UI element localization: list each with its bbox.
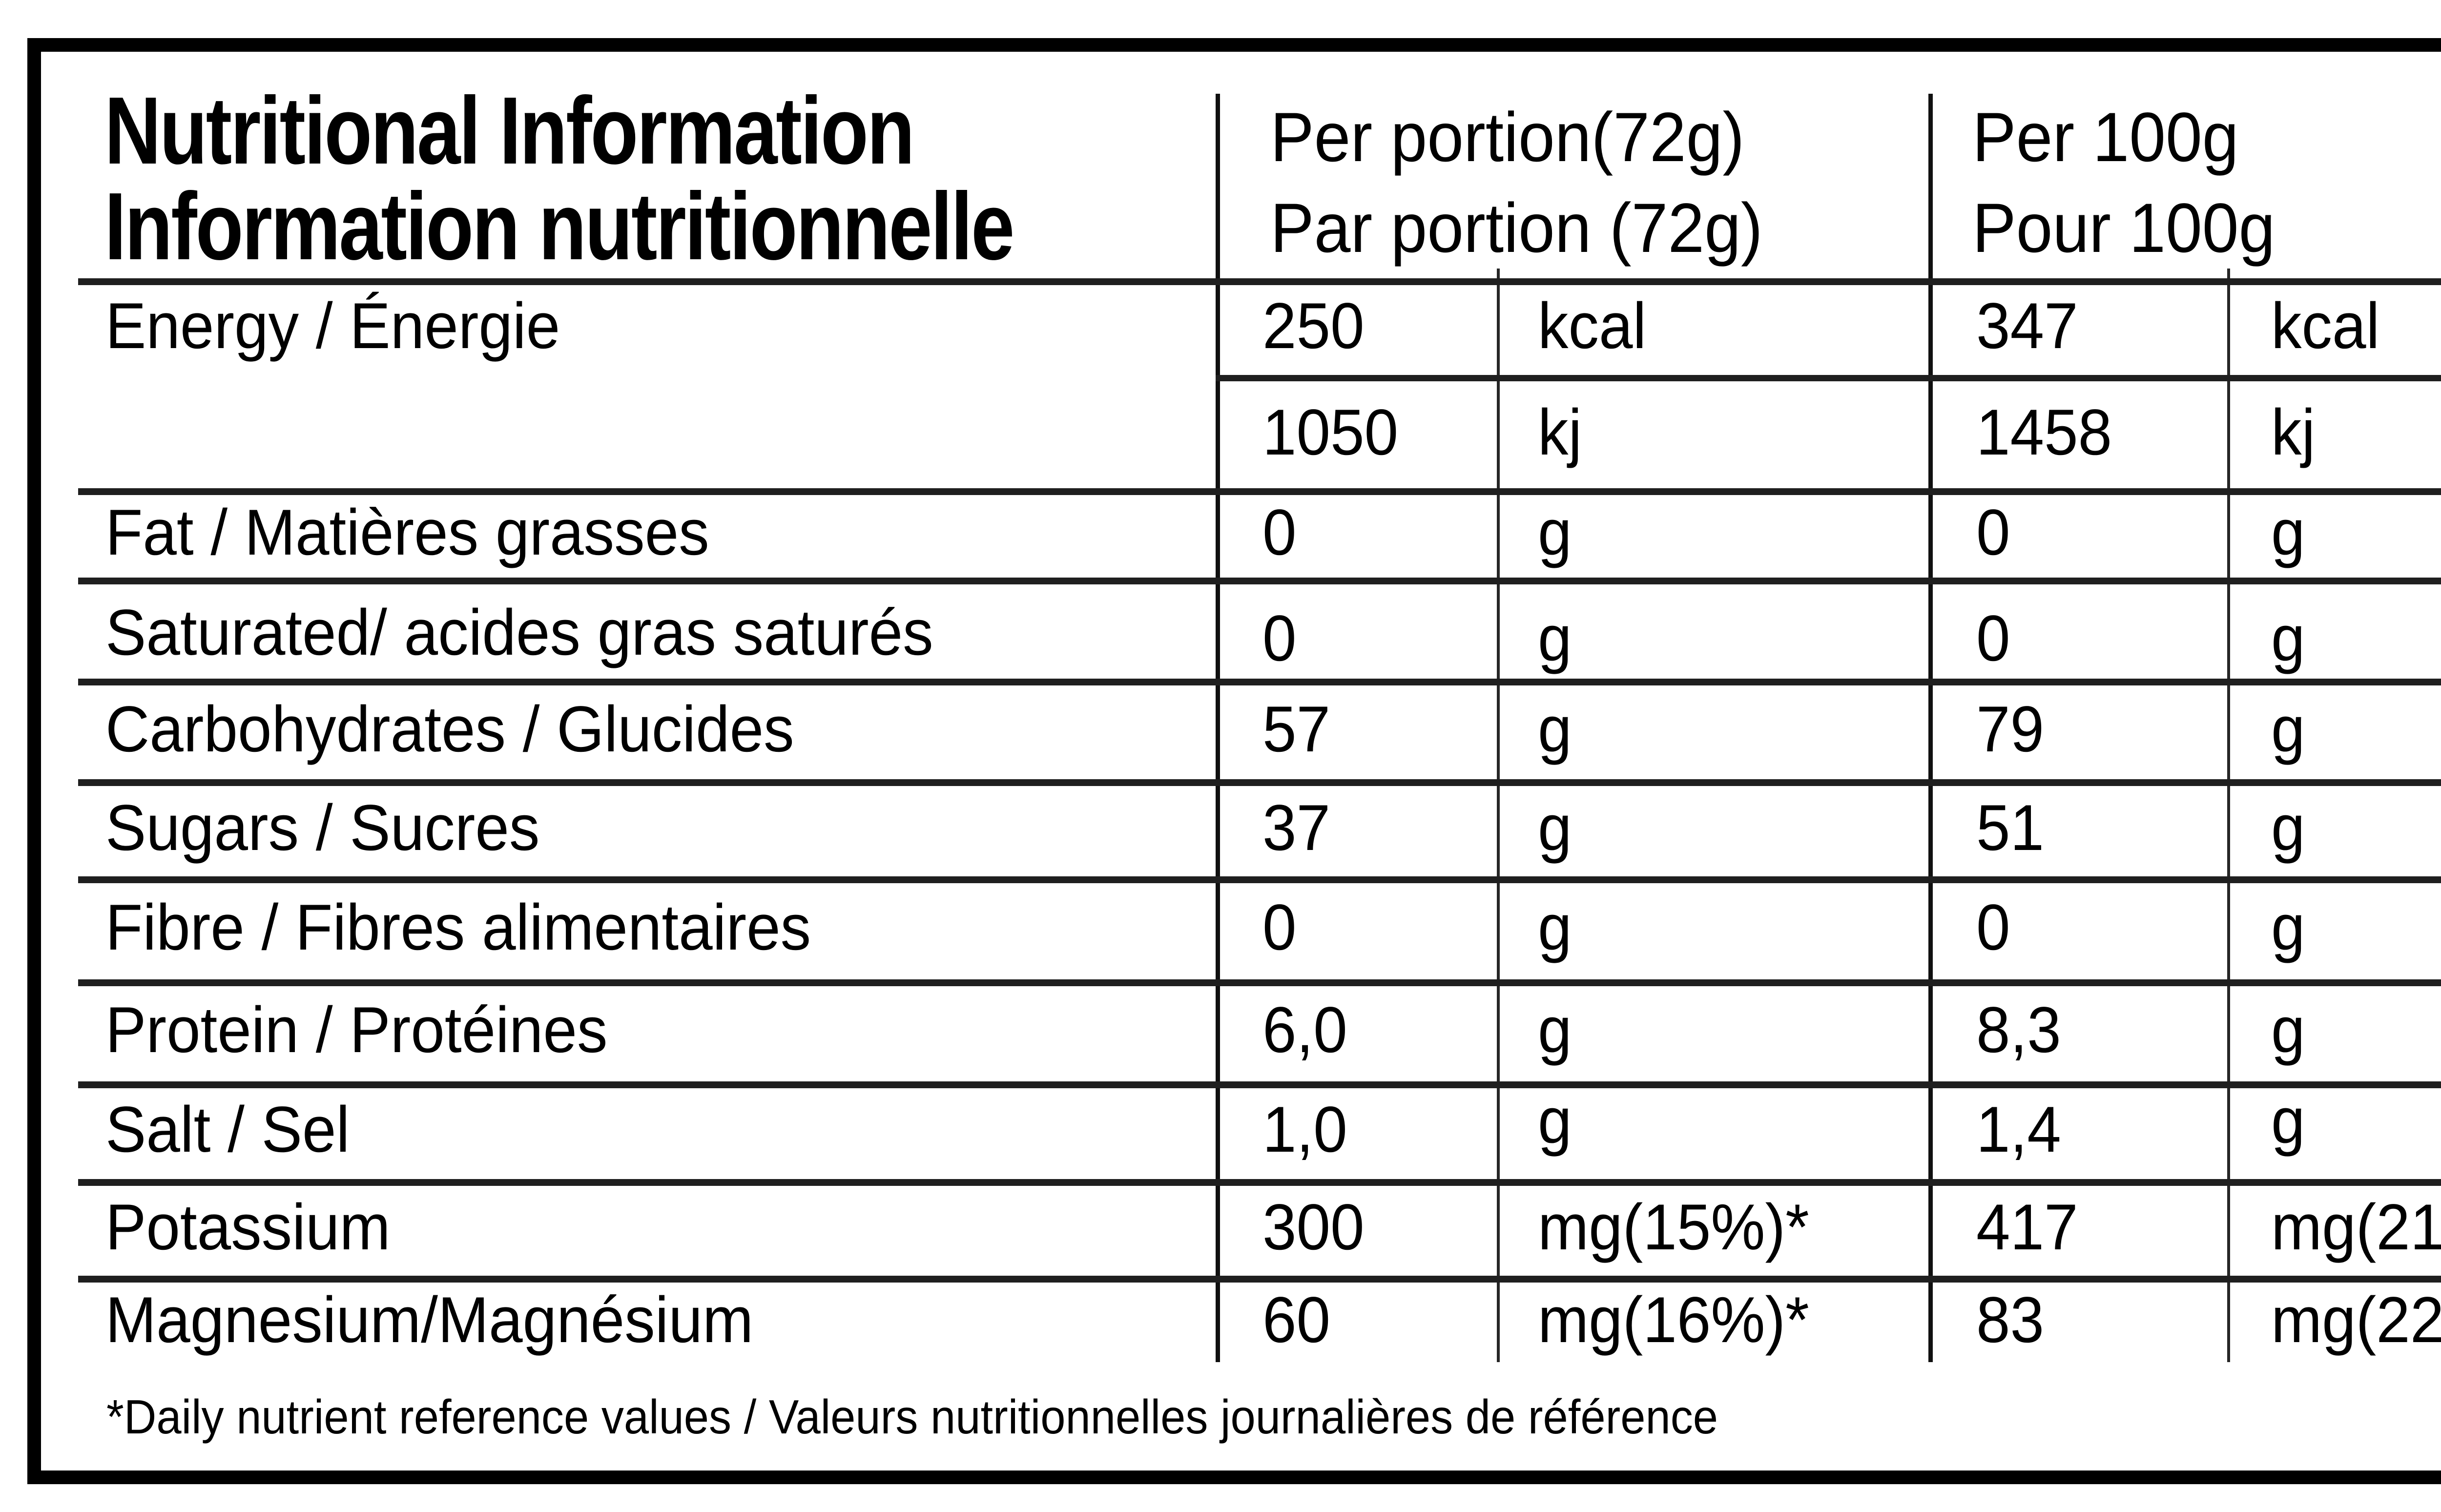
- salt-portion-unit: g: [1538, 1085, 1572, 1157]
- label-title-english: Nutritional Information: [104, 77, 915, 184]
- row-label-energy: Energy / Énergie: [105, 290, 560, 362]
- salt-per100-value: 1,4: [1976, 1094, 2061, 1166]
- fibre-per100-value: 0: [1976, 891, 2010, 964]
- energy-kj-per100-unit: kj: [2271, 396, 2316, 469]
- salt-portion-value: 1,0: [1262, 1094, 1347, 1166]
- sugars-portion-unit: g: [1538, 792, 1572, 864]
- row-label-protein: Protein / Protéines: [105, 994, 608, 1066]
- protein-per100-value: 8,3: [1976, 994, 2061, 1066]
- potassium-per100-value: 417: [1976, 1191, 2078, 1263]
- fat-portion-unit: g: [1538, 497, 1572, 569]
- carbohydrates-portion-value: 57: [1262, 693, 1331, 766]
- row-label-fat: Fat / Matières grasses: [105, 497, 709, 569]
- label-title-french: Information nutritionnelle: [104, 173, 1014, 280]
- divider-per-portion-per-100g: [1928, 94, 1933, 1362]
- energy-kcal-per100-value: 347: [1976, 290, 2078, 362]
- potassium-portion-unit: mg(15%)*: [1538, 1191, 1809, 1263]
- separator-carbohydrates-sugars: [78, 779, 2441, 786]
- carbohydrates-per100-unit: g: [2271, 693, 2305, 766]
- per-portion-header-fr: Par portion (72g): [1270, 189, 1763, 267]
- potassium-portion-value: 300: [1262, 1191, 1365, 1263]
- row-label-fibre: Fibre / Fibres alimentaires: [105, 891, 811, 964]
- sugars-per100-value: 51: [1976, 792, 2045, 864]
- separator-saturated-carbohydrates: [78, 679, 2441, 685]
- fibre-per100-unit: g: [2271, 891, 2305, 964]
- separator-protein-salt: [78, 1081, 2441, 1088]
- fat-portion-value: 0: [1262, 497, 1297, 569]
- divider-labels-per-portion: [1216, 94, 1220, 1362]
- row-label-saturated: Saturated/ acides gras saturés: [105, 597, 933, 669]
- protein-portion-unit: g: [1538, 994, 1572, 1066]
- magnesium-per100-value: 83: [1976, 1284, 2045, 1356]
- row-label-carbohydrates: Carbohydrates / Glucides: [105, 693, 794, 766]
- divider-portion-value-unit: [1497, 269, 1500, 1362]
- separator-fibre-protein: [78, 979, 2441, 986]
- saturated-portion-value: 0: [1262, 602, 1297, 675]
- separator-header: [78, 278, 2441, 285]
- separator-energy-kcal-kj: [1216, 375, 2441, 381]
- separator-fat-saturated: [78, 578, 2441, 584]
- saturated-portion-unit: g: [1538, 602, 1572, 675]
- daily-reference-footnote: *Daily nutrient reference values / Valeu…: [106, 1390, 1718, 1444]
- energy-kj-portion-value: 1050: [1262, 396, 1399, 469]
- energy-kj-portion-unit: kj: [1538, 396, 1582, 469]
- divider-100g-value-unit: [2227, 269, 2230, 1362]
- saturated-per100-unit: g: [2271, 602, 2305, 675]
- potassium-per100-unit: mg(21%)*: [2271, 1191, 2441, 1263]
- row-label-salt: Salt / Sel: [105, 1094, 350, 1166]
- separator-sugars-fibre: [78, 876, 2441, 883]
- row-label-magnesium: Magnesium/Magnésium: [105, 1284, 754, 1356]
- sugars-per100-unit: g: [2271, 792, 2305, 864]
- energy-kj-per100-value: 1458: [1976, 396, 2112, 469]
- fibre-portion-value: 0: [1262, 891, 1297, 964]
- fibre-portion-unit: g: [1538, 891, 1572, 964]
- magnesium-portion-unit: mg(16%)*: [1538, 1284, 1809, 1356]
- separator-salt-potassium: [78, 1179, 2441, 1186]
- per-portion-header-en: Per portion(72g): [1270, 99, 1745, 176]
- saturated-per100-value: 0: [1976, 602, 2010, 675]
- protein-portion-value: 6,0: [1262, 994, 1347, 1066]
- separator-potassium-magnesium: [78, 1276, 2441, 1283]
- fat-per100-unit: g: [2271, 497, 2305, 569]
- carbohydrates-per100-value: 79: [1976, 693, 2045, 766]
- row-label-potassium: Potassium: [105, 1191, 391, 1263]
- magnesium-per100-unit: mg(22%)*: [2271, 1284, 2441, 1356]
- energy-kcal-portion-value: 250: [1262, 290, 1365, 362]
- sugars-portion-value: 37: [1262, 792, 1331, 864]
- per-100g-header-fr: Pour 100g: [1972, 189, 2276, 267]
- fat-per100-value: 0: [1976, 497, 2010, 569]
- protein-per100-unit: g: [2271, 994, 2305, 1066]
- carbohydrates-portion-unit: g: [1538, 693, 1572, 766]
- magnesium-portion-value: 60: [1262, 1284, 1331, 1356]
- salt-per100-unit: g: [2271, 1085, 2305, 1157]
- energy-kcal-per100-unit: kcal: [2271, 290, 2380, 362]
- energy-kcal-portion-unit: kcal: [1538, 290, 1647, 362]
- separator-energy-fat: [78, 488, 2441, 495]
- label-outer-border: [27, 38, 2441, 1484]
- row-label-sugars: Sugars / Sucres: [105, 792, 540, 864]
- per-100g-header-en: Per 100g: [1972, 99, 2239, 176]
